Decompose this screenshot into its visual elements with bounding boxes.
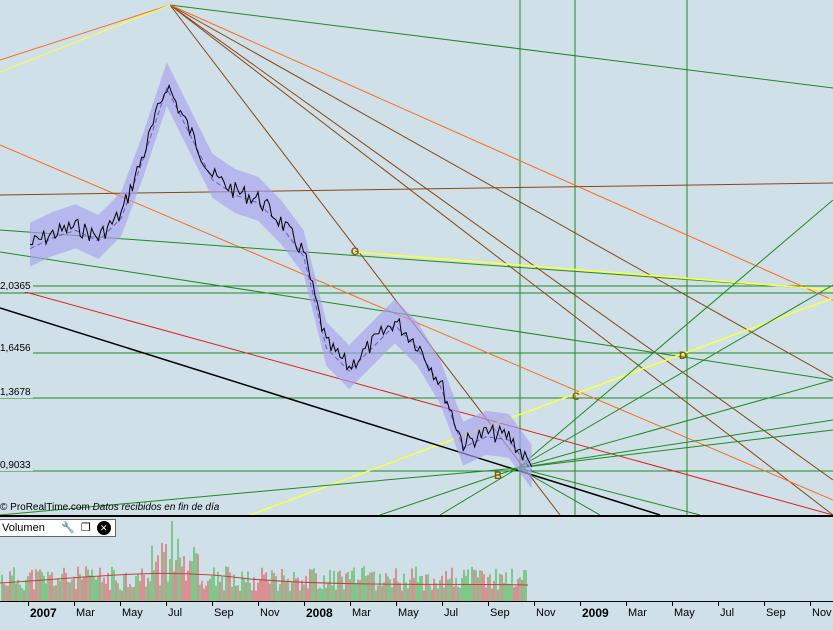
trend-line-green-2 — [0, 251, 833, 381]
bottom-fan-line-left — [0, 467, 519, 515]
x-tick-label: May — [674, 607, 695, 619]
x-tick-mark — [304, 602, 305, 606]
volatility-band — [30, 62, 532, 489]
y-label-3: 1,3678 — [0, 387, 33, 398]
x-tick-label: Nov — [260, 607, 280, 619]
x-tick-label: Mar — [76, 607, 95, 619]
x-tick-label: 2007 — [30, 606, 57, 620]
volume-header: Volumen 🔧 ❐ ✕ — [0, 519, 116, 537]
x-tick-label: May — [398, 607, 419, 619]
bottom-fan-line-4 — [517, 429, 833, 469]
volume-chart-svg — [0, 521, 529, 601]
price-chart-panel[interactable]: G C D B 2,0365 1,6456 1,3678 0,9033 © ProRe… — [0, 0, 833, 515]
fan-line-7 — [0, 4, 171, 61]
x-tick-mark — [212, 602, 213, 606]
bottom-fan-line-7 — [439, 467, 519, 515]
x-tick-mark — [442, 602, 443, 606]
bottom-fan-line-6 — [517, 467, 601, 515]
fan-line-6 — [169, 4, 833, 301]
x-tick-mark — [396, 602, 397, 606]
fan-line-8 — [0, 4, 171, 73]
x-tick-label: Jul — [720, 607, 735, 619]
x-tick-mark — [626, 602, 627, 606]
y-label-1: 2,0365 — [0, 281, 33, 292]
fan-line-3 — [169, 4, 833, 481]
price-line — [29, 83, 533, 467]
point-label-D: D — [679, 350, 687, 362]
trend-line-yellow-1 — [354, 251, 833, 291]
trend-line-brown-1 — [0, 182, 833, 196]
x-tick-mark — [120, 602, 121, 606]
bottom-fan-line-1 — [517, 199, 833, 469]
x-tick-mark — [488, 602, 489, 606]
bottom-fan-line-5 — [517, 467, 701, 515]
x-tick-mark — [350, 602, 351, 606]
fan-line-1 — [169, 4, 833, 89]
x-tick-mark — [28, 602, 29, 606]
window-icon[interactable]: ❐ — [80, 522, 91, 534]
x-tick-mark — [534, 602, 535, 606]
trend-line-black — [0, 307, 661, 515]
copyright-note: Datos recibidos en fin de día — [92, 502, 220, 513]
x-tick-label: 2008 — [306, 606, 333, 620]
trend-line-yellow-2 — [249, 297, 833, 515]
x-tick-mark — [764, 602, 765, 606]
x-tick-label: Sep — [490, 607, 510, 619]
point-label-B: B — [494, 470, 502, 482]
x-tick-label: Jul — [444, 607, 459, 619]
x-tick-mark — [580, 602, 581, 606]
copyright-text: © ProRealTime.com Datos recibidos en fin… — [0, 502, 219, 513]
fan-line-4 — [169, 4, 833, 515]
y-label-4: 0,9033 — [0, 460, 33, 471]
volume-panel[interactable]: Volumen 🔧 ❐ ✕ — [0, 517, 833, 601]
bottom-fan-line-3 — [517, 379, 833, 469]
x-tick-mark — [74, 602, 75, 606]
x-tick-label: 2009 — [582, 606, 609, 620]
bottom-fan-line-8 — [379, 467, 519, 515]
x-tick-label: Mar — [628, 607, 647, 619]
x-axis: 2007 Mar May Jul Sep Nov 2008 Mar May Jul Sep Nov 20… — [0, 601, 833, 630]
x-tick-label: Nov — [812, 607, 832, 619]
trend-line-red — [0, 284, 833, 515]
x-tick-mark — [810, 602, 811, 606]
close-icon[interactable]: ✕ — [96, 521, 111, 535]
bottom-fan-line-2 — [517, 284, 833, 469]
y-label-2: 1,6456 — [0, 343, 33, 354]
wrench-icon[interactable]: 🔧 — [60, 522, 75, 534]
x-tick-mark — [718, 602, 719, 606]
volume-title: Volumen — [2, 522, 45, 534]
x-tick-label: May — [122, 607, 143, 619]
x-tick-label: Mar — [352, 607, 371, 619]
panel-separator[interactable] — [0, 515, 833, 517]
fan-line-2 — [169, 4, 833, 379]
x-tick-label: Nov — [536, 607, 556, 619]
x-tick-mark — [672, 602, 673, 606]
x-tick-mark — [166, 602, 167, 606]
x-tick-label: Sep — [214, 607, 234, 619]
volume-average-line — [0, 572, 529, 586]
x-tick-label: Sep — [766, 607, 786, 619]
price-chart-svg: G C D B — [0, 0, 833, 515]
trend-line-green-1 — [0, 229, 833, 291]
point-label-C: C — [572, 391, 580, 403]
bottom-fan-line-9 — [517, 419, 833, 469]
point-label-G: G — [351, 246, 360, 258]
copyright-brand: © ProRealTime.com — [0, 502, 90, 513]
x-tick-mark — [258, 602, 259, 606]
x-tick-label: Jul — [168, 607, 183, 619]
